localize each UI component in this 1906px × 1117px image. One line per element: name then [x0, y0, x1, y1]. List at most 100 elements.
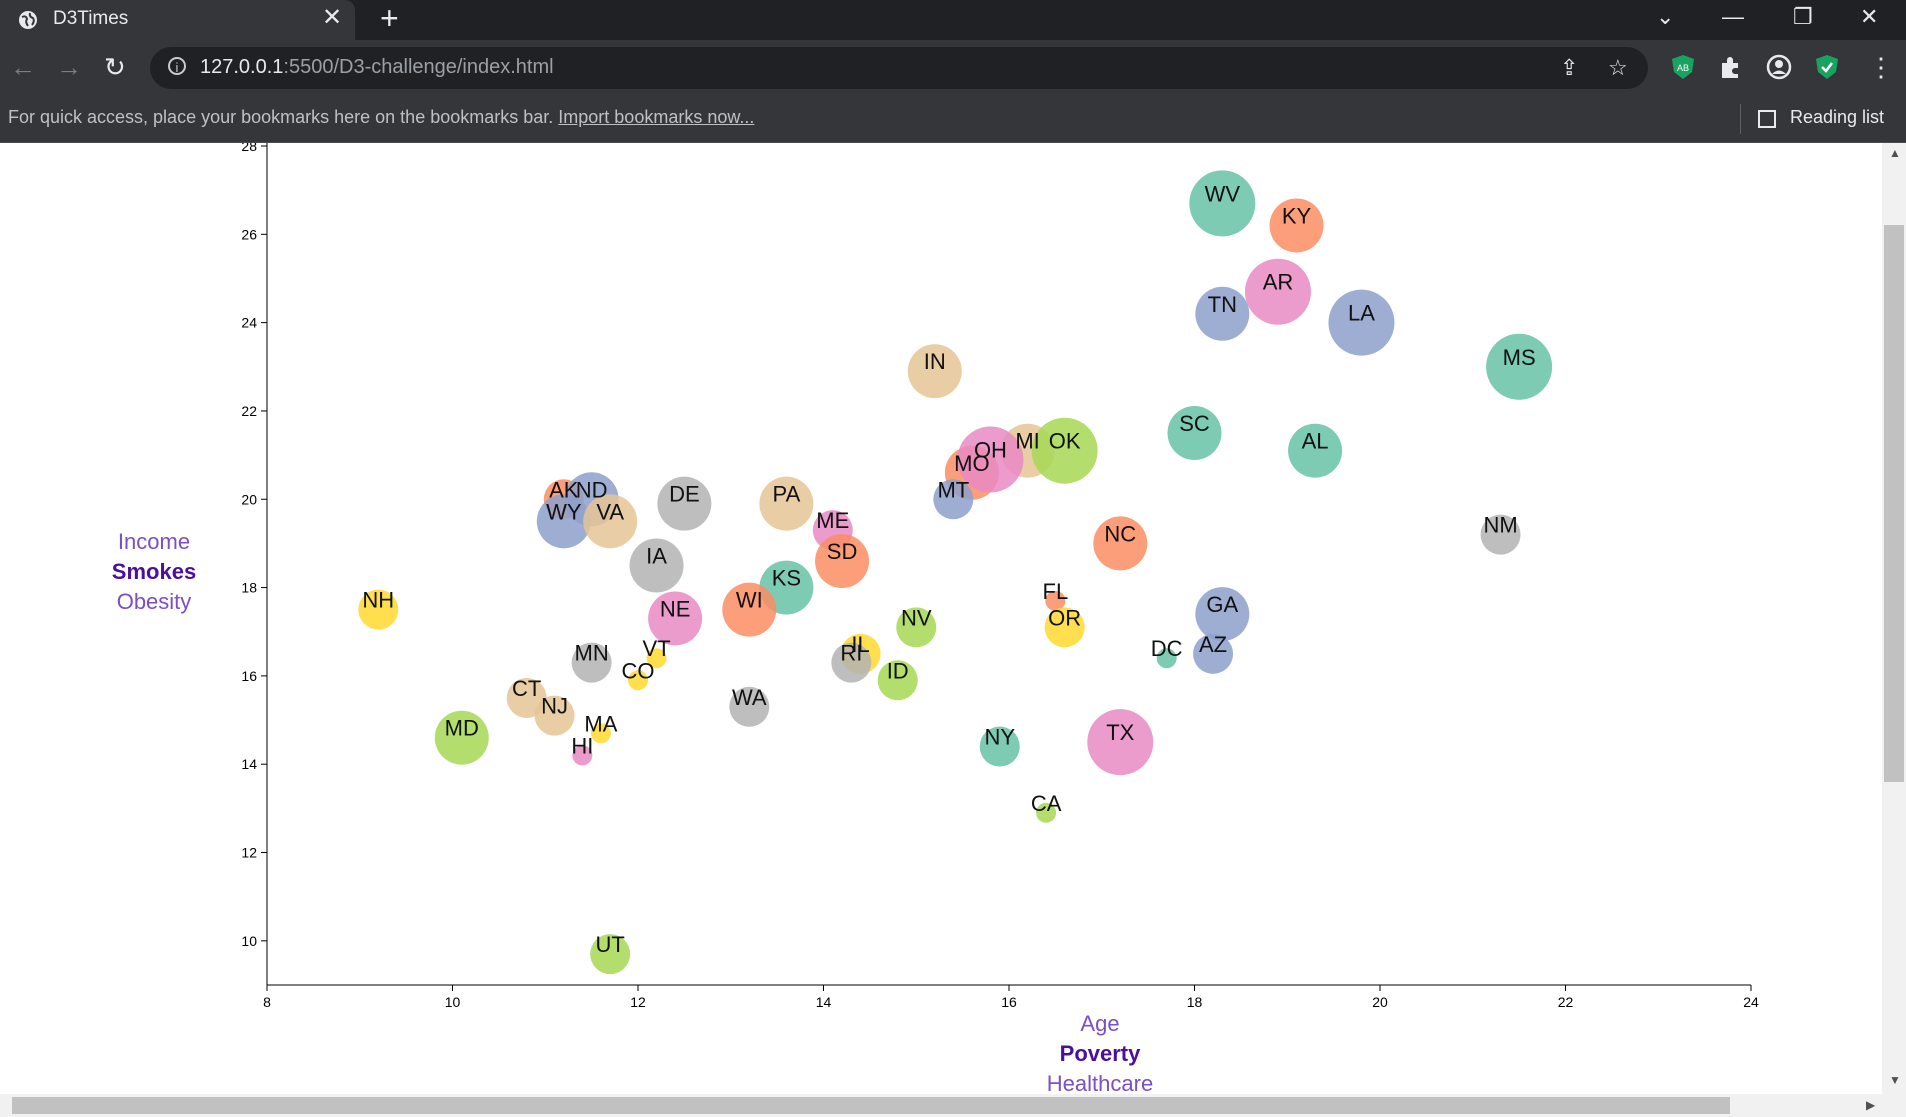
point-in[interactable]	[907, 344, 962, 399]
back-icon[interactable]: ←	[10, 52, 36, 82]
point-tx[interactable]	[1087, 709, 1154, 776]
x-axis-option-poverty[interactable]: Poverty	[1060, 1041, 1141, 1066]
share-icon[interactable]: ⇪	[1560, 55, 1579, 80]
point-nj[interactable]	[534, 695, 575, 736]
point-nv[interactable]	[896, 607, 937, 648]
state-label: KS	[772, 566, 801, 591]
state-label: NV	[901, 605, 932, 630]
new-tab-icon[interactable]: +	[380, 0, 399, 36]
point-wi[interactable]	[722, 582, 777, 637]
horizontal-scrollbar[interactable]: ▶	[0, 1094, 1906, 1117]
vertical-scrollbar[interactable]: ▲ ▼	[1882, 143, 1906, 1094]
point-mn[interactable]	[571, 642, 612, 683]
point-nc[interactable]	[1093, 516, 1148, 571]
info-icon[interactable]: i	[168, 57, 186, 75]
x-axis-option-age[interactable]: Age	[1080, 1011, 1119, 1036]
shield-check-icon[interactable]	[1814, 54, 1840, 80]
axis-label-options: Age Poverty Healthcare Income Smokes Obesity	[112, 529, 1153, 1096]
point-sd[interactable]	[815, 534, 870, 589]
reload-icon[interactable]: ↻	[104, 52, 126, 82]
point-co[interactable]	[628, 670, 648, 691]
point-fl[interactable]	[1045, 590, 1066, 611]
adblock-extension-icon[interactable]: AB	[1670, 54, 1696, 80]
state-label: WI	[736, 588, 763, 613]
tab-d3times[interactable]: D3Times ✕	[0, 0, 355, 40]
address-bar[interactable]: i 127.0.0.1:5500/D3-challenge/index.html…	[150, 47, 1648, 89]
state-label: IA	[646, 544, 667, 569]
point-dc[interactable]	[1156, 648, 1177, 669]
state-label: SC	[1179, 411, 1210, 436]
horizontal-scroll-thumb[interactable]	[12, 1097, 1730, 1114]
point-ky[interactable]	[1269, 198, 1324, 253]
y-axis-option-obesity[interactable]: Obesity	[117, 589, 192, 614]
point-nm[interactable]	[1480, 514, 1521, 555]
scroll-right-icon[interactable]: ▶	[1866, 1098, 1876, 1112]
point-sc[interactable]	[1167, 406, 1222, 461]
extensions-puzzle-icon[interactable]	[1718, 54, 1744, 80]
point-vt[interactable]	[646, 648, 667, 669]
scroll-up-icon[interactable]: ▲	[1889, 146, 1901, 160]
point-ar[interactable]	[1244, 258, 1311, 325]
point-ny[interactable]	[979, 726, 1020, 767]
point-ut[interactable]	[590, 934, 631, 975]
state-label: ME	[816, 508, 849, 533]
state-label: IL	[851, 632, 869, 657]
state-label: AK	[549, 477, 579, 502]
point-az[interactable]	[1193, 633, 1234, 674]
vertical-scroll-thumb[interactable]	[1884, 225, 1904, 782]
window-close-icon[interactable]: ✕	[1860, 4, 1879, 29]
y-axis-option-income[interactable]: Income	[118, 529, 190, 554]
scroll-down-icon[interactable]: ▼	[1889, 1073, 1901, 1087]
point-hi[interactable]	[572, 745, 593, 766]
point-ma[interactable]	[590, 723, 611, 744]
point-pa[interactable]	[759, 476, 814, 531]
page-content: 10 12 14 16 18 20 22 24 26 28 8 10 12 14 16 18 20 22 24 W…	[0, 143, 1906, 1100]
x-tick-label: 10	[445, 994, 461, 1010]
star-icon[interactable]: ☆	[1608, 55, 1628, 80]
restore-icon[interactable]: ❐	[1793, 4, 1813, 29]
import-bookmarks-link[interactable]: Import bookmarks now...	[558, 107, 755, 127]
state-label: ND	[576, 477, 608, 502]
minimize-icon[interactable]: —	[1722, 4, 1744, 29]
point-ne[interactable]	[648, 591, 703, 646]
y-axis-option-smokes[interactable]: Smokes	[112, 559, 196, 584]
url-text[interactable]: 127.0.0.1:5500/D3-challenge/index.html	[200, 56, 554, 78]
state-label: CO	[622, 658, 655, 683]
point-wy[interactable]	[536, 494, 591, 549]
close-tab-icon[interactable]: ✕	[322, 4, 343, 31]
point-id[interactable]	[877, 660, 918, 701]
menu-kebab-icon[interactable]: ⋮	[1868, 52, 1894, 82]
point-de[interactable]	[657, 476, 712, 531]
state-label: VT	[642, 636, 670, 661]
state-label: MN	[575, 641, 609, 666]
forward-icon[interactable]: →	[56, 52, 82, 82]
point-mt[interactable]	[933, 479, 974, 520]
point-tn[interactable]	[1195, 286, 1250, 341]
point-ga[interactable]	[1195, 587, 1250, 642]
point-nh[interactable]	[358, 589, 399, 630]
point-wv[interactable]	[1189, 170, 1256, 237]
state-label: GA	[1206, 592, 1238, 617]
point-wa[interactable]	[729, 686, 770, 727]
point-or[interactable]	[1044, 607, 1085, 648]
reading-list-icon[interactable]	[1758, 110, 1776, 128]
profile-icon[interactable]	[1766, 54, 1792, 80]
point-la[interactable]	[1328, 289, 1395, 356]
reading-list-button[interactable]: Reading list	[1790, 107, 1885, 127]
y-tick-label: 12	[241, 845, 257, 861]
point-md[interactable]	[434, 710, 489, 765]
tab-search-icon[interactable]: ⌄	[1656, 4, 1675, 29]
state-label: NM	[1483, 513, 1517, 538]
point-va[interactable]	[583, 494, 638, 549]
point-ok[interactable]	[1031, 417, 1098, 484]
point-ia[interactable]	[629, 538, 684, 593]
point-oh[interactable]	[957, 426, 1024, 493]
point-ca[interactable]	[1036, 802, 1057, 823]
state-label: SD	[827, 539, 858, 564]
globe-icon	[19, 11, 37, 29]
point-ri[interactable]	[831, 642, 872, 683]
x-axis-option-healthcare[interactable]: Healthcare	[1047, 1071, 1153, 1096]
point-ms[interactable]	[1486, 333, 1553, 400]
point-al[interactable]	[1288, 423, 1343, 478]
state-label: NJ	[541, 694, 568, 719]
